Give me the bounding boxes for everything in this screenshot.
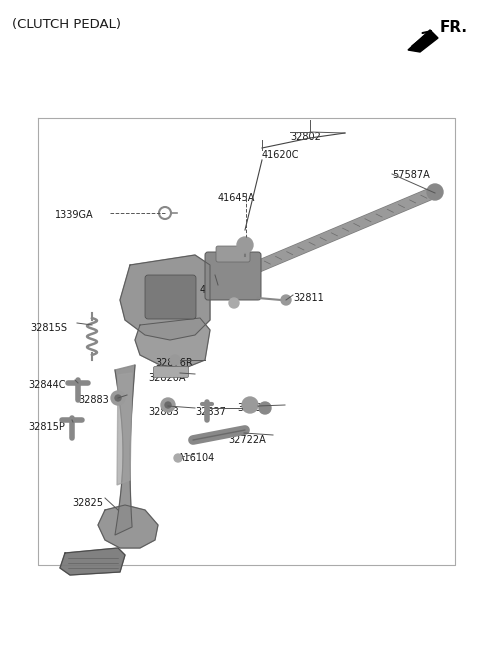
Circle shape xyxy=(111,391,125,405)
Polygon shape xyxy=(135,318,210,368)
Circle shape xyxy=(427,184,443,200)
Polygon shape xyxy=(60,548,125,575)
Circle shape xyxy=(229,298,239,308)
Text: 32839: 32839 xyxy=(237,403,268,413)
Text: 32844C: 32844C xyxy=(28,380,65,390)
FancyBboxPatch shape xyxy=(154,367,189,377)
Text: 41645A: 41645A xyxy=(218,193,255,203)
Text: A16104: A16104 xyxy=(178,453,215,463)
Text: 32883: 32883 xyxy=(148,407,179,417)
Polygon shape xyxy=(98,505,158,548)
Text: 32820A: 32820A xyxy=(148,373,185,383)
Polygon shape xyxy=(115,365,135,535)
Polygon shape xyxy=(408,30,438,52)
Text: 57587A: 57587A xyxy=(392,170,430,180)
Circle shape xyxy=(242,397,258,413)
Text: (CLUTCH PEDAL): (CLUTCH PEDAL) xyxy=(12,18,121,31)
Text: 32837: 32837 xyxy=(195,407,226,417)
Text: 32722A: 32722A xyxy=(228,435,266,445)
Text: 32825: 32825 xyxy=(72,498,103,508)
Circle shape xyxy=(174,454,182,462)
Circle shape xyxy=(115,395,121,401)
Text: 1339GA: 1339GA xyxy=(55,210,94,220)
Text: 32802: 32802 xyxy=(290,132,321,142)
Circle shape xyxy=(281,295,291,305)
Text: 32811: 32811 xyxy=(293,293,324,303)
Polygon shape xyxy=(120,255,210,340)
FancyBboxPatch shape xyxy=(205,252,261,300)
Text: 32815P: 32815P xyxy=(28,422,65,432)
Circle shape xyxy=(259,402,271,414)
Text: FR.: FR. xyxy=(440,20,468,35)
FancyBboxPatch shape xyxy=(145,275,196,319)
Circle shape xyxy=(237,237,253,253)
Text: 41620C: 41620C xyxy=(262,150,300,160)
Polygon shape xyxy=(117,373,132,485)
Circle shape xyxy=(161,398,175,412)
Text: 32883: 32883 xyxy=(78,395,109,405)
Circle shape xyxy=(170,355,180,365)
Text: 32876R: 32876R xyxy=(155,358,193,368)
Text: 41610: 41610 xyxy=(200,285,230,295)
FancyBboxPatch shape xyxy=(216,246,250,262)
Circle shape xyxy=(165,402,171,408)
Text: 32815S: 32815S xyxy=(30,323,67,333)
